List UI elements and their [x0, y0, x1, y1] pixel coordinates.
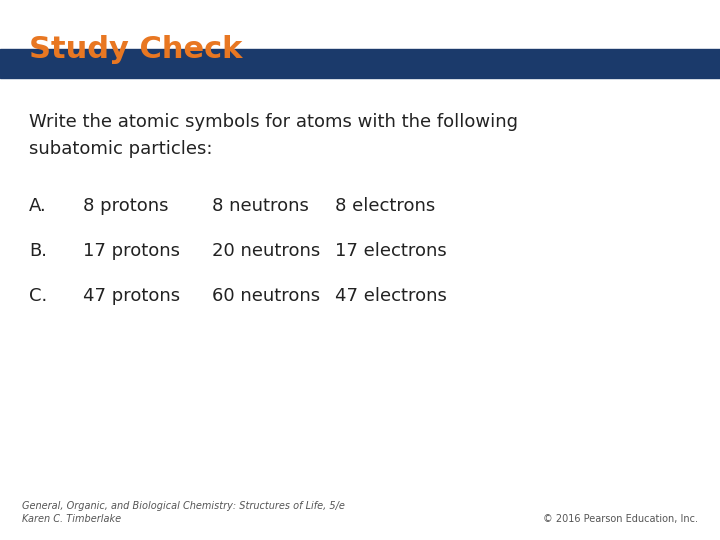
Text: 60 neutrons: 60 neutrons	[212, 287, 320, 305]
Text: 8 neutrons: 8 neutrons	[212, 197, 310, 215]
Text: C.: C.	[29, 287, 47, 305]
Text: 20 neutrons: 20 neutrons	[212, 242, 320, 260]
Text: B.: B.	[29, 242, 47, 260]
Text: 17 protons: 17 protons	[83, 242, 180, 260]
Text: General, Organic, and Biological Chemistry: Structures of Life, 5/e
Karen C. Tim: General, Organic, and Biological Chemist…	[22, 501, 344, 524]
Bar	[0, 49, 720, 78]
Text: 8 protons: 8 protons	[83, 197, 168, 215]
Text: © 2016 Pearson Education, Inc.: © 2016 Pearson Education, Inc.	[544, 514, 698, 524]
Text: 47 electrons: 47 electrons	[335, 287, 446, 305]
Text: 47 protons: 47 protons	[83, 287, 180, 305]
Text: A.: A.	[29, 197, 47, 215]
Text: Write the atomic symbols for atoms with the following
subatomic particles:: Write the atomic symbols for atoms with …	[29, 113, 518, 158]
Text: 17 electrons: 17 electrons	[335, 242, 446, 260]
Text: Study Check: Study Check	[29, 35, 242, 64]
Text: 8 electrons: 8 electrons	[335, 197, 435, 215]
